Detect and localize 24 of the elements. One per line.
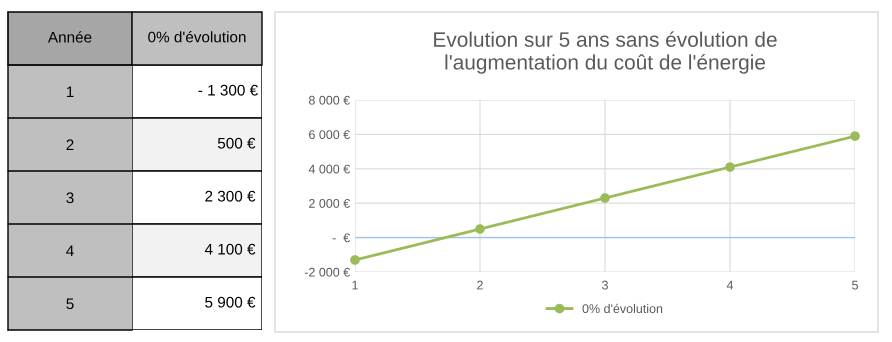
x-tick-label: 5	[852, 280, 858, 290]
y-tick-label: -2 000 €	[304, 268, 350, 277]
x-tick-label: 2	[477, 280, 483, 290]
y-tick-label: 2	[66, 139, 74, 150]
x-tick-label: 1	[352, 280, 358, 290]
data-label: 500 €	[218, 138, 256, 149]
legend-label: 0% d'évolution	[582, 304, 662, 314]
x-tick-label: 3	[602, 280, 608, 290]
y-tick-label: 6 000 €	[309, 130, 350, 140]
y-tick-label: - €	[332, 233, 350, 242]
y-tick-label: 4	[66, 246, 74, 256]
chart-title: Evolution sur 5 ans sans évolution de l'augmentation du coût de l'énergie	[434, 31, 777, 74]
data-label: 4 100 €	[204, 244, 256, 255]
x-tick-label: 4	[726, 280, 734, 290]
data-label: 5 900 €	[205, 296, 256, 308]
y-tick-label: 2 000 €	[309, 199, 350, 208]
y-tick-label: 5	[66, 298, 74, 310]
data-label: - 1 300 €	[198, 84, 258, 96]
y-tick-label: 8 000 €	[308, 96, 350, 105]
y-axis-title: Année	[48, 31, 92, 43]
data-label: 2 300 €	[205, 190, 256, 202]
y-tick-label: 4 000 €	[308, 164, 350, 174]
y-tick-label: 3	[66, 192, 74, 204]
y-tick-label: 1	[66, 86, 74, 98]
